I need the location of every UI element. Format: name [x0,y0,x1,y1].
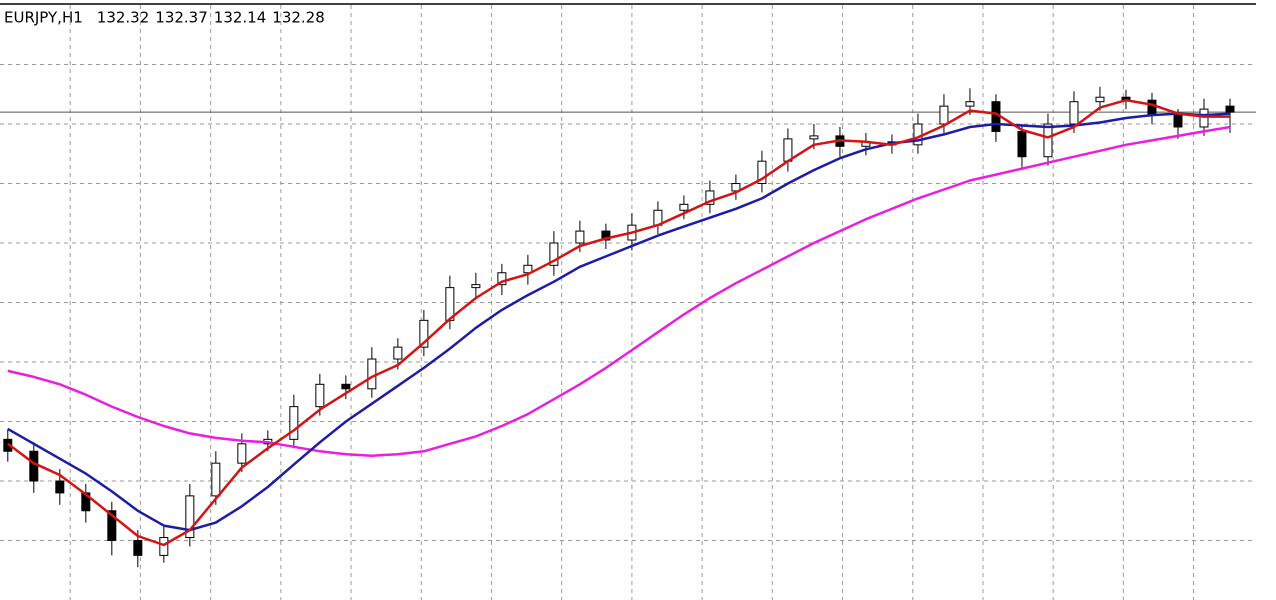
candle-body [1017,130,1027,158]
moving-average-line [7,112,1231,532]
candle-body [731,183,741,192]
candle-body [211,462,221,497]
chart-title: EURJPY,H1 [4,9,83,27]
candle-body [185,495,195,539]
candle-body [575,230,585,244]
ohlc-high: 132.37 [155,9,208,27]
candle-body [1225,105,1235,113]
candle-body [367,358,377,390]
candle-body [393,346,403,360]
candle-body [1043,123,1053,158]
candle-body [1069,101,1079,125]
candle-body [133,540,143,556]
candle-body [1173,114,1183,128]
moving-average-line [7,125,1231,457]
ohlc-close: 132.28 [272,9,325,27]
candle-body [705,190,715,205]
candle-body [497,272,507,286]
candle-body [471,284,481,289]
candle-body [601,230,611,241]
moving-average-line [7,98,1230,547]
candle-body [341,383,351,390]
candle-body [237,443,247,464]
candle-body [783,138,793,162]
candle-body [419,319,429,348]
candle-body [315,383,325,408]
candle-body [107,510,117,541]
candle-body [29,450,39,482]
candle-body [679,203,689,211]
candle-body [1095,96,1105,103]
candle-body [1147,99,1157,116]
candle-body [757,160,767,184]
candle-body [965,101,975,107]
candle-body [1199,108,1209,128]
candle-body [549,242,559,266]
candle-body [55,480,65,494]
ohlc-low: 132.14 [214,9,267,27]
ohlc-open: 132.32 [97,9,150,27]
candle-body [809,135,819,140]
candle-body [939,105,949,125]
candle-body [523,264,533,274]
candle-body [159,537,169,556]
candle-body [289,406,299,440]
